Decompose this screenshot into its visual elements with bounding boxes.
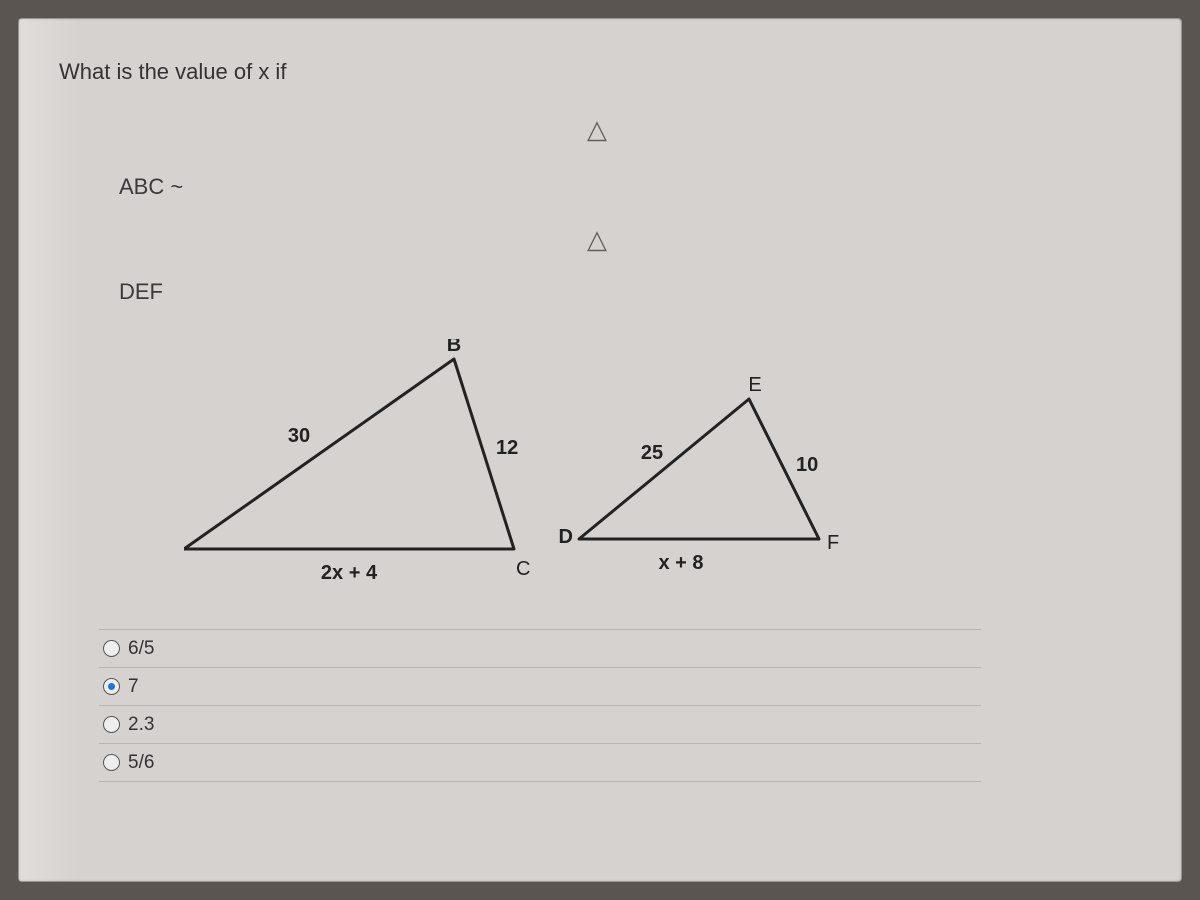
option-label: 7 [128, 676, 139, 698]
side-label-ac: 2x + 4 [321, 562, 378, 584]
similarity-def: DEF [119, 279, 163, 305]
question-text: What is the value of x if [59, 59, 286, 85]
side-label-df: x + 8 [658, 552, 703, 574]
vertex-label-c: C [516, 558, 530, 580]
answer-options: 6/5 7 2.3 5/6 [99, 629, 981, 782]
triangle-def [579, 399, 819, 539]
radio-icon[interactable] [103, 754, 120, 771]
triangle-abc [184, 359, 514, 549]
vertex-label-e: E [748, 374, 761, 396]
option-row[interactable]: 5/6 [99, 743, 981, 782]
side-label-ab: 30 [288, 425, 310, 447]
radio-icon[interactable] [103, 640, 120, 657]
vertex-label-d: D [559, 526, 573, 548]
option-label: 6/5 [128, 638, 154, 660]
triangles-diagram: A B C 30 12 2x + 4 D E F 25 10 x + 8 [184, 339, 884, 599]
option-row[interactable]: 7 [99, 667, 981, 705]
vertex-label-f: F [827, 532, 839, 554]
option-row[interactable]: 2.3 [99, 705, 981, 743]
option-label: 2.3 [128, 714, 154, 736]
similarity-abc: ABC ~ [119, 174, 183, 200]
side-label-ef: 10 [796, 454, 818, 476]
option-row[interactable]: 6/5 [99, 629, 981, 667]
side-label-de: 25 [641, 442, 663, 464]
worksheet-sheet: What is the value of x if ABC ~ DEF △ △ … [18, 18, 1182, 882]
vertex-label-b: B [447, 339, 461, 356]
radio-icon[interactable] [103, 716, 120, 733]
option-label: 5/6 [128, 752, 154, 774]
triangle-icon: △ [587, 114, 607, 145]
side-label-bc: 12 [496, 437, 518, 459]
photo-shine [19, 19, 79, 881]
radio-icon[interactable] [103, 678, 120, 695]
triangle-icon: △ [587, 224, 607, 255]
